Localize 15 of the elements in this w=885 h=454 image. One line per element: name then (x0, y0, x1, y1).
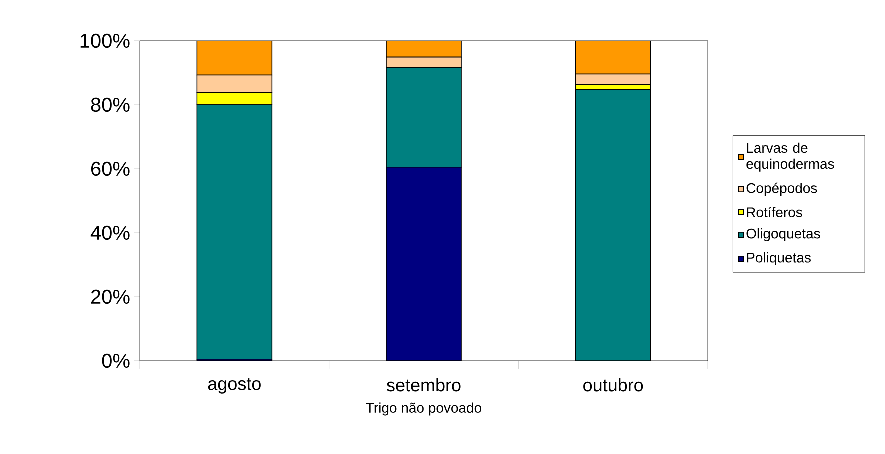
y-tick-label: 0% (102, 354, 130, 368)
legend-label: Copépodos (746, 182, 818, 196)
y-tick-label: 100% (80, 34, 130, 48)
legend-label: Larvas de equinodermas (746, 142, 834, 172)
x-tick-label: setembro (386, 378, 461, 392)
y-tick-label: 80% (91, 98, 130, 112)
legend-label: Oligoquetas (746, 228, 820, 242)
y-tick-label: 20% (91, 290, 130, 304)
x-axis-title: Trigo não povoado (366, 402, 482, 416)
legend-label: Rotíferos (747, 207, 802, 218)
x-tick-label: agosto (208, 378, 261, 394)
y-tick-label: 60% (91, 162, 130, 176)
x-tick-label: outubro (584, 378, 644, 392)
legend-label: Poliquetas (747, 252, 811, 266)
y-tick-label: 40% (90, 226, 130, 240)
